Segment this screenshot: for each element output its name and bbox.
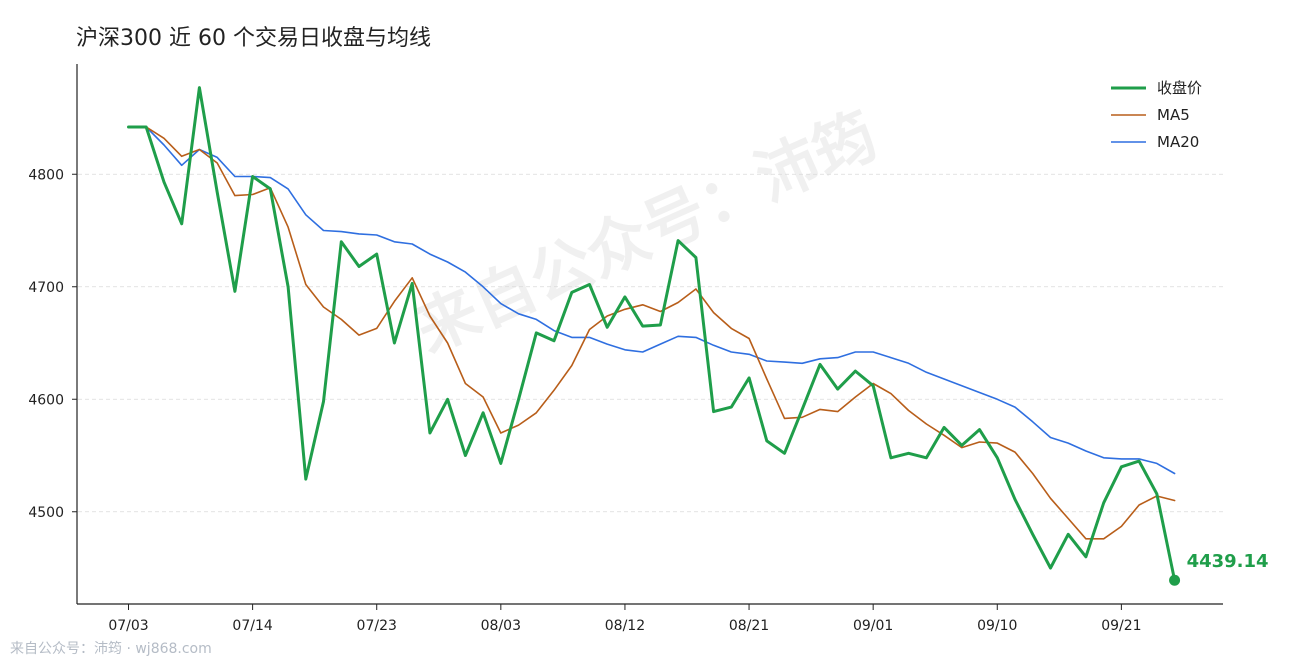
legend-item: MA20: [1111, 133, 1199, 151]
y-tick-label: 4500: [28, 505, 64, 521]
y-tick-label: 4700: [28, 280, 64, 296]
y-tick-label: 4800: [28, 167, 64, 183]
legend: 收盘价 MA5 MA20: [1111, 79, 1202, 151]
legend-label: MA5: [1157, 106, 1190, 124]
close-price-line: [127, 86, 1177, 582]
x-tick-label: 09/21: [1101, 618, 1141, 634]
x-tick-label: 09/01: [853, 618, 893, 634]
last-close-label: 4439.14: [1187, 551, 1269, 572]
x-axis-ticks: 07/03 07/14 07/23 08/03 08/12 08/21 09/01 09/10…: [108, 604, 1142, 634]
end-marker: 4439.14: [1169, 551, 1269, 586]
series-lines: [127, 86, 1177, 582]
y-axis-ticks: 4500 4600 4700 4800: [28, 167, 77, 521]
ma5-line: [127, 126, 1176, 540]
x-tick-label: 09/10: [977, 618, 1017, 634]
legend-label: MA20: [1157, 133, 1199, 151]
x-tick-label: 07/03: [108, 618, 148, 634]
footer-credit: 来自公众号：沛筠 · wj868.com: [10, 641, 212, 657]
last-close-point: [1169, 574, 1181, 586]
x-tick-label: 07/23: [357, 618, 397, 634]
x-tick-label: 08/03: [481, 618, 521, 634]
x-tick-label: 07/14: [232, 618, 272, 634]
legend-item: MA5: [1111, 106, 1190, 124]
axes: [76, 64, 1223, 605]
x-tick-label: 08/12: [605, 618, 645, 634]
y-tick-label: 4600: [28, 392, 64, 408]
legend-label: 收盘价: [1157, 79, 1202, 97]
x-tick-label: 08/21: [729, 618, 769, 634]
grid-lines: [78, 173, 1223, 513]
legend-item: 收盘价: [1111, 79, 1202, 97]
chart-title: 沪深300 近 60 个交易日收盘与均线: [76, 26, 431, 51]
ma20-line: [127, 126, 1176, 475]
